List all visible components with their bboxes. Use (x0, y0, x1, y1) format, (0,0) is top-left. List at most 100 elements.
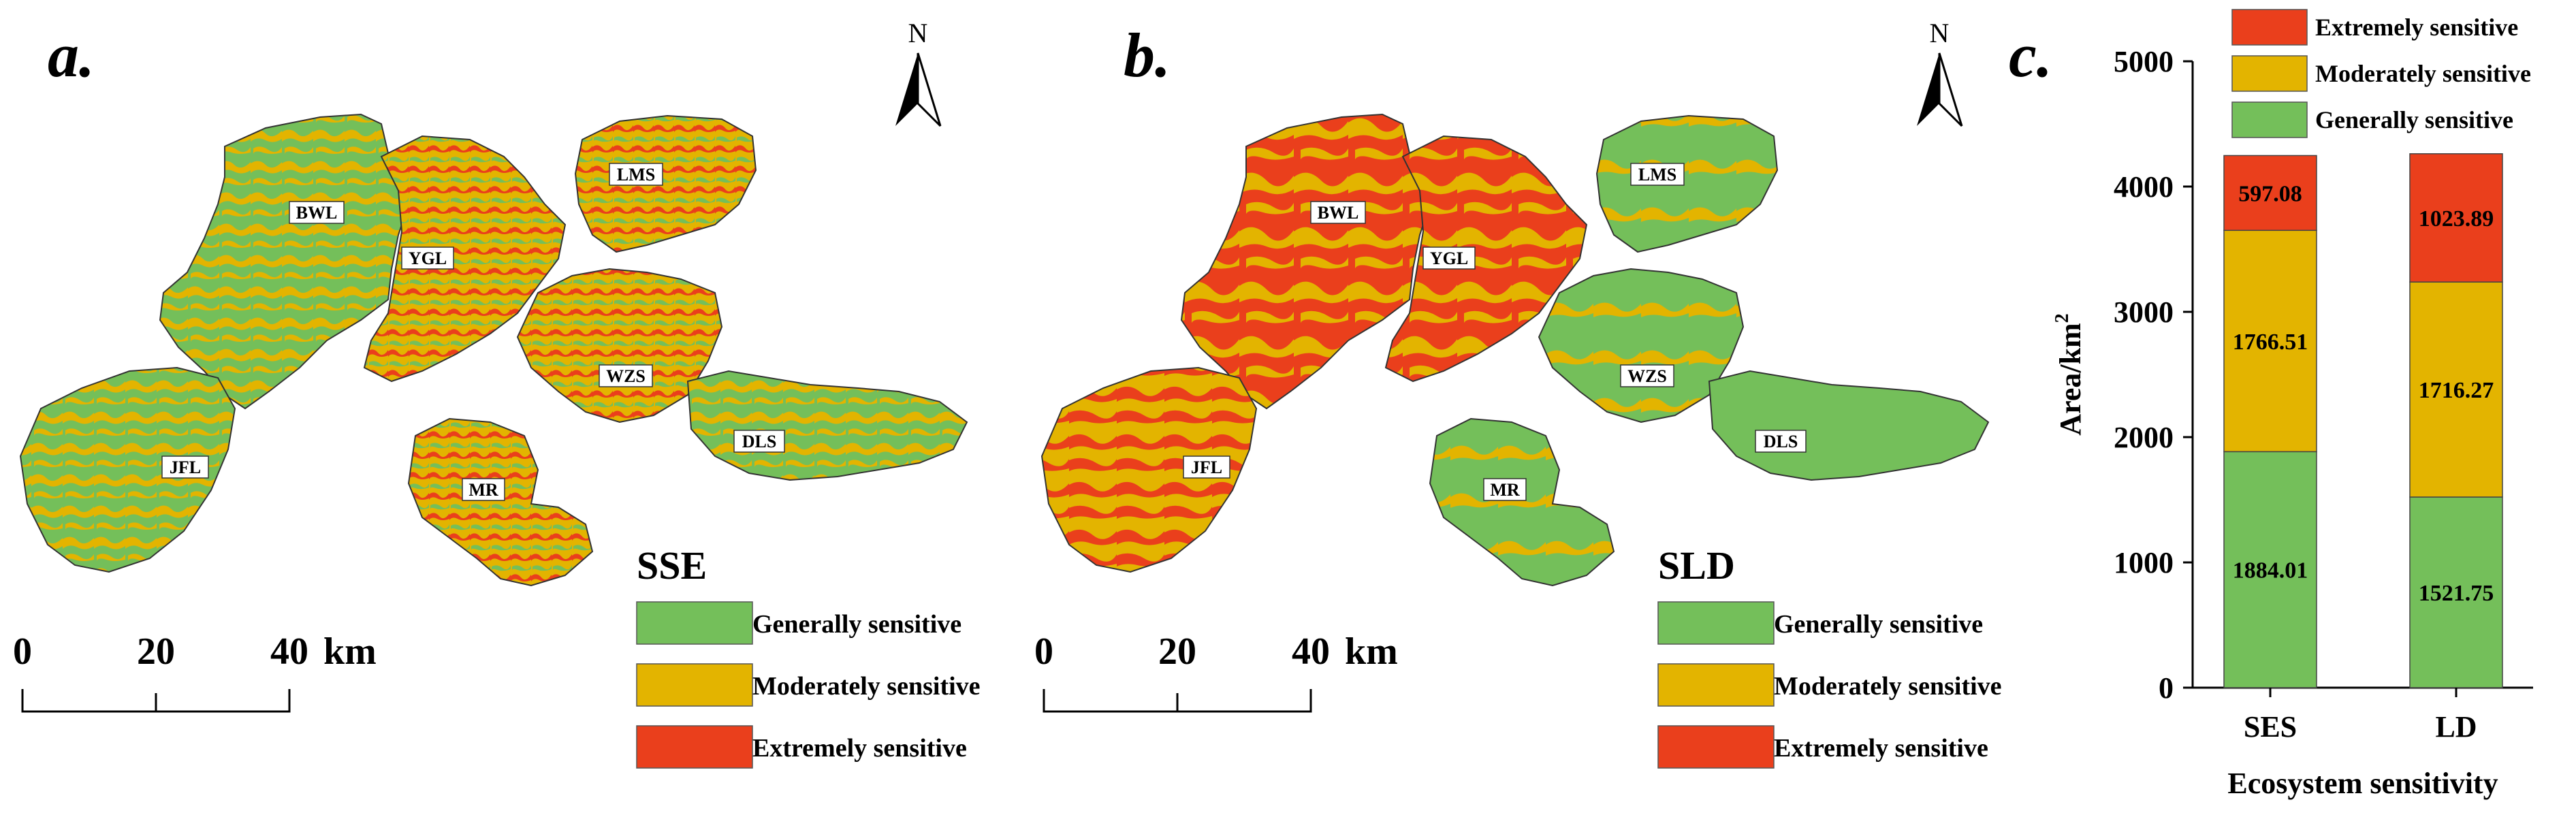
legend-a: SSE Generally sensitive Moderately sensi… (636, 543, 981, 769)
region-label-ygl-b: YGL (1422, 246, 1476, 270)
bar-segment (2409, 153, 2503, 283)
y-axis-title-text: Area/km (2054, 323, 2087, 435)
map-panel-sse-svg: a. BWL YGL (13, 18, 981, 769)
region-shape-ygl (363, 135, 567, 383)
x-tick-label: SES (2244, 710, 2297, 744)
scale-tick-40-b: 40 (1292, 630, 1330, 673)
region-label-wzs-b: WZS (1620, 364, 1674, 387)
region-label-lms-b: LMS (1630, 163, 1685, 186)
svg-text:WZS: WZS (606, 366, 646, 386)
chart-legend-swatch-extremely (2231, 9, 2308, 46)
north-label-b: N (1930, 18, 1950, 48)
scale-tick-40-a: 40 (270, 630, 308, 673)
y-tick-label: 1000 (2114, 546, 2174, 579)
y-axis-ticks: 0 1000 2000 3000 4000 5000 (2114, 45, 2193, 705)
svg-text:WZS: WZS (1627, 366, 1667, 386)
map-panel-sld-svg: b. BWL YGL LMS WZ (1034, 18, 2002, 769)
region-shape-jfl (19, 366, 236, 573)
region-shape-wzs (516, 268, 723, 424)
y-tick-label: 5000 (2114, 45, 2174, 78)
svg-text:YGL: YGL (409, 249, 447, 268)
chart-legend-label-generally: Generally sensitive (2315, 106, 2513, 133)
scale-tick-20-a: 20 (137, 630, 175, 673)
region-label-dls-b: DLS (1755, 430, 1807, 453)
svg-text:MR: MR (468, 480, 498, 500)
bar-stacks: 1884.01 1766.51 597.08 1521.75 1716.27 1023.8… (2223, 153, 2503, 688)
region-labels-a: BWL YGL LMS WZS DLS JFL (161, 163, 785, 501)
stacked-bar-chart: c. 0 1000 2000 3000 4000 5000 1884.01 1766.51 5… (2009, 9, 2533, 800)
svg-text:JFL: JFL (170, 458, 201, 477)
x-tick-label: LD (2435, 710, 2477, 744)
north-arrow-b: N (1917, 18, 1963, 127)
stacked-bar-chart-panel: c. 0 1000 2000 3000 4000 5000 1884.01 1766.51 5… (1995, 0, 2576, 812)
svg-text:YGL: YGL (1430, 249, 1468, 268)
svg-text:LMS: LMS (1638, 165, 1676, 185)
region-label-lms: LMS (609, 163, 663, 186)
legend-b: SLD Generally sensitive Moderately sensi… (1657, 543, 2002, 769)
scale-unit-b: km (1345, 630, 1398, 673)
region-label-bwl-b: BWL (1310, 201, 1366, 224)
scale-tick-0-b: 0 (1034, 630, 1053, 673)
region-label-ygl: YGL (401, 246, 454, 270)
region-shape-bwl (159, 113, 410, 410)
panel-label-c: c. (2009, 20, 2052, 90)
legend-swatch-generally-a (636, 601, 753, 645)
chart-legend-swatch-moderately (2231, 55, 2308, 92)
bar-value-label: 1023.89 (2419, 206, 2494, 231)
map-panel-sse: a. BWL YGL (0, 0, 1021, 812)
legend-label-extremely-b: Extremely sensitive (1774, 734, 1988, 763)
bar-segment (2223, 155, 2317, 231)
scale-bar-b: 0 20 40 km (1034, 630, 1398, 713)
region-label-jfl: JFL (161, 456, 209, 479)
bar-value-label: 1521.75 (2419, 581, 2494, 606)
bar-segment (2223, 451, 2317, 688)
region-shape-dls-b (1708, 370, 1990, 481)
legend-swatch-moderately-a (636, 663, 753, 707)
region-shape-lms (574, 114, 757, 253)
region-shape-mr-b (1429, 417, 1615, 587)
north-arrow-a: N (895, 18, 942, 127)
region-label-dls: DLS (733, 430, 785, 453)
region-label-jfl-b: JFL (1183, 456, 1230, 479)
region-shape-mr (407, 417, 594, 587)
bar-value-label: 597.08 (2238, 181, 2302, 206)
bar-segment (2409, 281, 2503, 498)
svg-text:BWL: BWL (296, 203, 338, 223)
chart-legend-label-extremely: Extremely sensitive (2315, 14, 2518, 41)
chart-legend-label-moderately: Moderately sensitive (2315, 60, 2531, 87)
scale-unit-a: km (323, 630, 377, 673)
study-area-map-b (1040, 113, 1990, 587)
y-axis-title: Area/km2 (2052, 313, 2087, 435)
panel-label-a: a. (48, 20, 95, 90)
region-shape-lms-b (1595, 114, 1779, 253)
legend-label-moderately-a: Moderately sensitive (752, 672, 981, 701)
y-tick-label: 4000 (2114, 170, 2174, 204)
region-label-wzs: WZS (599, 364, 653, 387)
legend-swatch-extremely-b (1657, 725, 1775, 769)
y-tick-label: 0 (2159, 671, 2174, 705)
region-label-mr-b: MR (1483, 478, 1527, 501)
north-label-a: N (908, 18, 928, 48)
legend-swatch-generally-b (1657, 601, 1775, 645)
region-shape-dls (686, 370, 968, 481)
region-shape-bwl-b (1180, 113, 1431, 410)
bar-value-label: 1884.01 (2233, 558, 2308, 584)
x-axis-ticks: SES LD (2244, 688, 2477, 744)
legend-swatch-extremely-a (636, 725, 753, 769)
study-area-map-a (19, 113, 968, 587)
scale-tick-20-b: 20 (1158, 630, 1196, 673)
map-panel-sld: b. BWL YGL LMS WZ (1021, 0, 2043, 812)
legend-label-moderately-b: Moderately sensitive (1774, 672, 2002, 701)
region-shape-ygl-b (1384, 135, 1588, 383)
bar-value-label: 1716.27 (2419, 378, 2494, 403)
legend-label-generally-a: Generally sensitive (752, 610, 961, 639)
y-tick-label: 3000 (2114, 295, 2174, 329)
map-title-b: SLD (1658, 543, 1735, 588)
svg-text:DLS: DLS (1764, 432, 1798, 451)
legend-swatch-moderately-b (1657, 663, 1775, 707)
x-axis-title: Ecosystem sensitivity (2227, 767, 2498, 800)
chart-legend: Extremely sensitive Moderately sensitive… (2231, 9, 2531, 138)
panel-label-b: b. (1124, 20, 1171, 90)
svg-text:DLS: DLS (742, 432, 777, 451)
map-title-a: SSE (637, 543, 707, 588)
